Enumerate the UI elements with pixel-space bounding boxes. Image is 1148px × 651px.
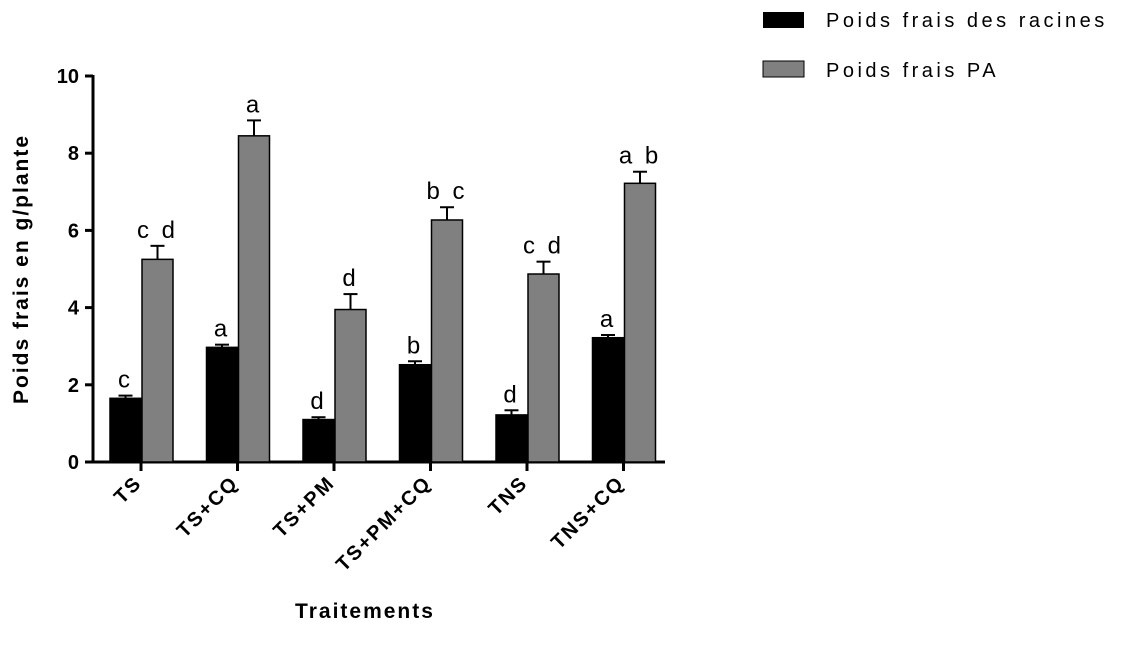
bar-racines [109,397,142,463]
legend-swatch-racines [763,12,804,28]
significance-letter: c d [137,217,178,244]
significance-letter: d [310,388,326,415]
y-axis-title: Poids frais en g/plante [10,134,33,404]
x-category-label: TS+PM [269,472,339,542]
significance-letters-group: c c d a a d d b b c d c d a a b [118,91,661,415]
y-tick-label: 8 [68,143,79,165]
x-category-label: TNS+CQ [547,472,629,554]
y-axis: 0 2 4 6 8 10 [57,66,95,474]
significance-letter: d [503,381,519,408]
y-tick-label: 6 [68,220,79,242]
significance-letter: b [407,332,423,359]
bars-group [109,135,657,463]
legend-item-pa: Poids frais PA [762,60,999,82]
legend-item-racines: Poids frais des racines [763,10,1108,32]
bar-pa [141,258,174,463]
x-axis [93,460,665,471]
y-tick-label: 2 [68,375,79,397]
significance-letter: a [600,306,616,333]
significance-letter: a b [619,143,661,170]
x-category-label: TS+CQ [173,472,243,542]
significance-letter: a [246,91,262,118]
bar-racines [495,414,528,463]
legend: Poids frais des racines Poids frais PA [762,10,1108,82]
bar-pa [527,273,560,463]
error-bars-group [118,119,647,420]
significance-letter: c d [523,233,564,260]
y-tick-label: 0 [68,452,79,474]
x-axis-title: Traitements [295,600,435,623]
bar-racines [205,346,239,463]
significance-letter: c [118,367,133,394]
bar-pa [237,135,271,463]
x-category-label: TNS [484,472,532,520]
bar-racines [302,418,335,463]
significance-letter: a [214,316,230,343]
legend-label-racines: Poids frais des racines [826,10,1108,32]
bar-pa [430,219,464,463]
y-tick-label: 10 [57,66,79,88]
bar-racines [591,336,625,463]
x-category-label: TS+PM+CQ [332,472,436,576]
legend-label-pa: Poids frais PA [826,60,999,82]
significance-letter: d [342,265,358,292]
bar-pa [623,182,657,463]
y-tick-label: 4 [68,298,80,320]
bar-racines [398,363,432,463]
x-category-label: TS [110,472,146,508]
legend-swatch-pa [762,60,805,78]
bar-pa [334,308,367,463]
significance-letter: b c [426,178,467,205]
